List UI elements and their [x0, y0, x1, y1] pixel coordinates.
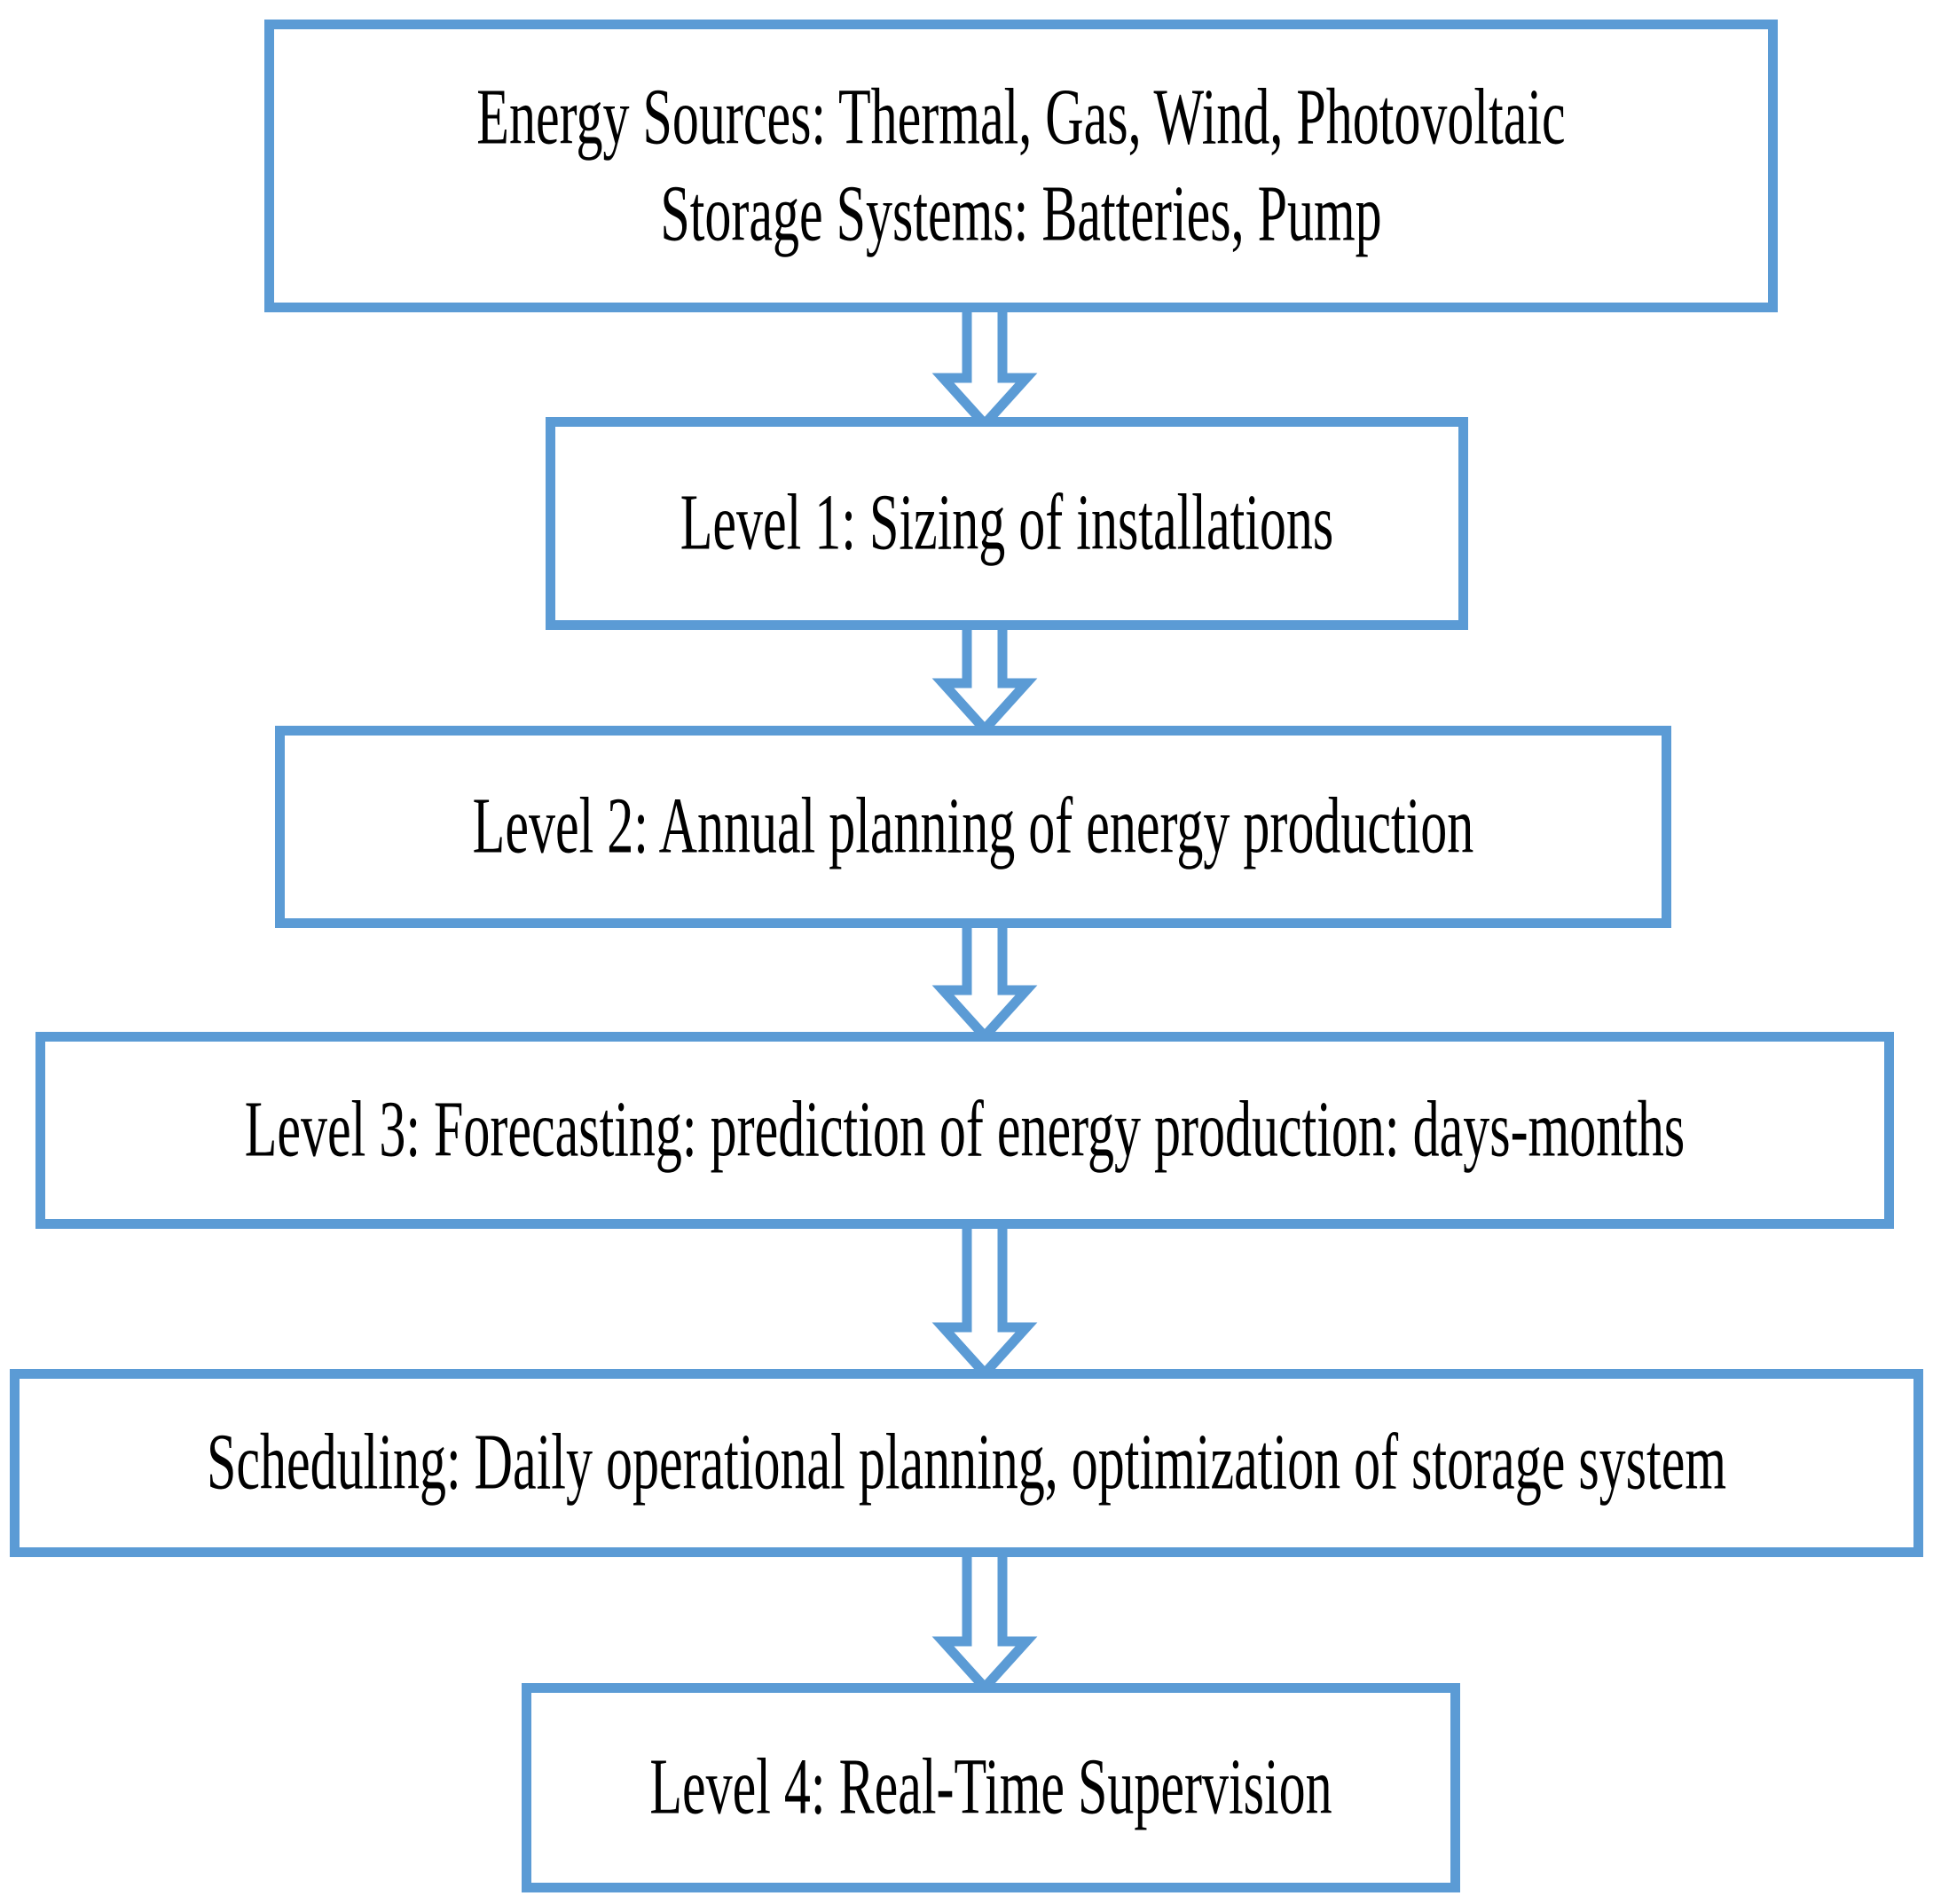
- node-text: Scheduling: Daily operational planning, …: [207, 1418, 1726, 1507]
- node-text: Level 4: Real-Time Supervision: [649, 1743, 1332, 1831]
- node-text: Level 2: Annual planning of energy produ…: [472, 782, 1474, 870]
- node-text: Level 3: Forecasting: prediction of ener…: [244, 1085, 1685, 1174]
- node-text: Energy Sources: Thermal, Gas, Wind, Phot…: [476, 73, 1566, 161]
- node-text: Level 1: Sizing of installations: [680, 478, 1334, 567]
- down-arrow-icon: [931, 312, 1038, 432]
- node-energy-sources-storage: Energy Sources: Thermal, Gas, Wind, Phot…: [264, 20, 1778, 312]
- node-level-2-annual-planning: Level 2: Annual planning of energy produ…: [275, 726, 1671, 928]
- node-text: Storage Systems: Batteries, Pump: [660, 169, 1382, 258]
- node-scheduling: Scheduling: Daily operational planning, …: [10, 1369, 1923, 1557]
- node-level-1-sizing: Level 1: Sizing of installations: [546, 417, 1468, 630]
- down-arrow-icon: [931, 630, 1038, 737]
- down-arrow-icon: [931, 1229, 1038, 1381]
- node-level-3-forecasting: Level 3: Forecasting: prediction of ener…: [35, 1032, 1894, 1229]
- down-arrow-icon: [931, 928, 1038, 1044]
- down-arrow-icon: [931, 1557, 1038, 1696]
- node-level-4-supervision: Level 4: Real-Time Supervision: [522, 1683, 1460, 1892]
